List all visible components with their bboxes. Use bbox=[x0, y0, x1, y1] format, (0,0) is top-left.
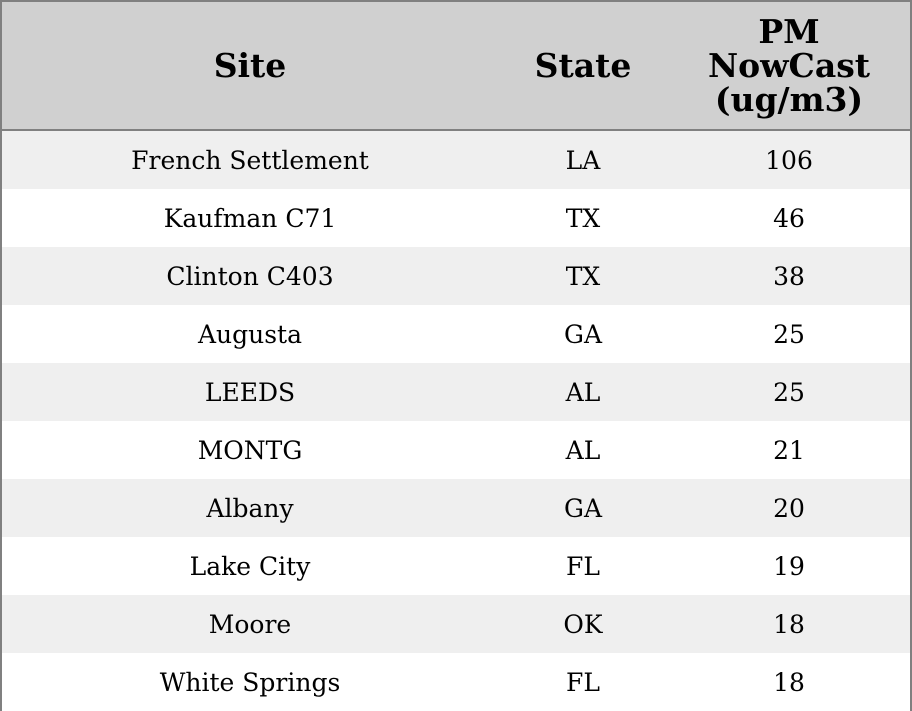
header-pm-nowcast: PM NowCast (ug/m3) bbox=[668, 2, 910, 129]
cell-site: MONTG bbox=[197, 435, 303, 465]
table-row: LEEDS AL 25 bbox=[2, 363, 910, 421]
cell-pm-nowcast: 25 bbox=[773, 319, 805, 349]
header-site-label: Site bbox=[213, 45, 287, 85]
table-body: French Settlement LA 106 Kaufman C71 TX 46 Cli… bbox=[2, 131, 910, 711]
cell-state: LA bbox=[565, 145, 601, 175]
header-pm-line-3: (ug/m3) bbox=[714, 79, 864, 119]
table-row: Moore OK 18 bbox=[2, 595, 910, 653]
table-row: MONTG AL 21 bbox=[2, 421, 910, 479]
cell-pm-nowcast: 25 bbox=[773, 377, 805, 407]
header-pm-line-2: NowCast bbox=[707, 45, 871, 85]
table-row: French Settlement LA 106 bbox=[2, 131, 910, 189]
header-state-label: State bbox=[534, 45, 632, 85]
cell-state: AL bbox=[565, 435, 601, 465]
cell-pm-nowcast: 19 bbox=[773, 551, 805, 581]
cell-site: Clinton C403 bbox=[166, 261, 334, 291]
cell-pm-nowcast: 21 bbox=[773, 435, 805, 465]
table-header-row: Site State PM NowCast (ug/m3) bbox=[2, 2, 910, 131]
cell-site: Albany bbox=[206, 493, 294, 523]
cell-state: TX bbox=[565, 203, 601, 233]
cell-site: Moore bbox=[208, 609, 292, 639]
cell-site: Augusta bbox=[197, 319, 303, 349]
cell-pm-nowcast: 18 bbox=[773, 667, 805, 697]
header-site: Site bbox=[2, 2, 498, 129]
table-row: Lake City FL 19 bbox=[2, 537, 910, 595]
cell-pm-nowcast: 38 bbox=[773, 261, 805, 291]
cell-state: OK bbox=[563, 609, 603, 639]
table-row: Clinton C403 TX 38 bbox=[2, 247, 910, 305]
cell-state: TX bbox=[565, 261, 601, 291]
header-state: State bbox=[498, 2, 668, 129]
cell-site: Lake City bbox=[189, 551, 311, 581]
header-pm-line-1: PM bbox=[758, 11, 820, 51]
cell-state: AL bbox=[565, 377, 601, 407]
cell-pm-nowcast: 46 bbox=[773, 203, 805, 233]
table-row: White Springs FL 18 bbox=[2, 653, 910, 711]
table-row: Albany GA 20 bbox=[2, 479, 910, 537]
cell-state: FL bbox=[566, 667, 600, 697]
cell-site: French Settlement bbox=[131, 145, 369, 175]
cell-state: GA bbox=[563, 493, 603, 523]
cell-pm-nowcast: 18 bbox=[773, 609, 805, 639]
cell-pm-nowcast: 20 bbox=[773, 493, 805, 523]
table-row: Kaufman C71 TX 46 bbox=[2, 189, 910, 247]
cell-site: White Springs bbox=[159, 667, 341, 697]
cell-site: LEEDS bbox=[204, 377, 296, 407]
cell-state: FL bbox=[566, 551, 600, 581]
table-row: Augusta GA 25 bbox=[2, 305, 910, 363]
cell-pm-nowcast: 106 bbox=[765, 145, 813, 175]
cell-state: GA bbox=[563, 319, 603, 349]
cell-site: Kaufman C71 bbox=[163, 203, 337, 233]
